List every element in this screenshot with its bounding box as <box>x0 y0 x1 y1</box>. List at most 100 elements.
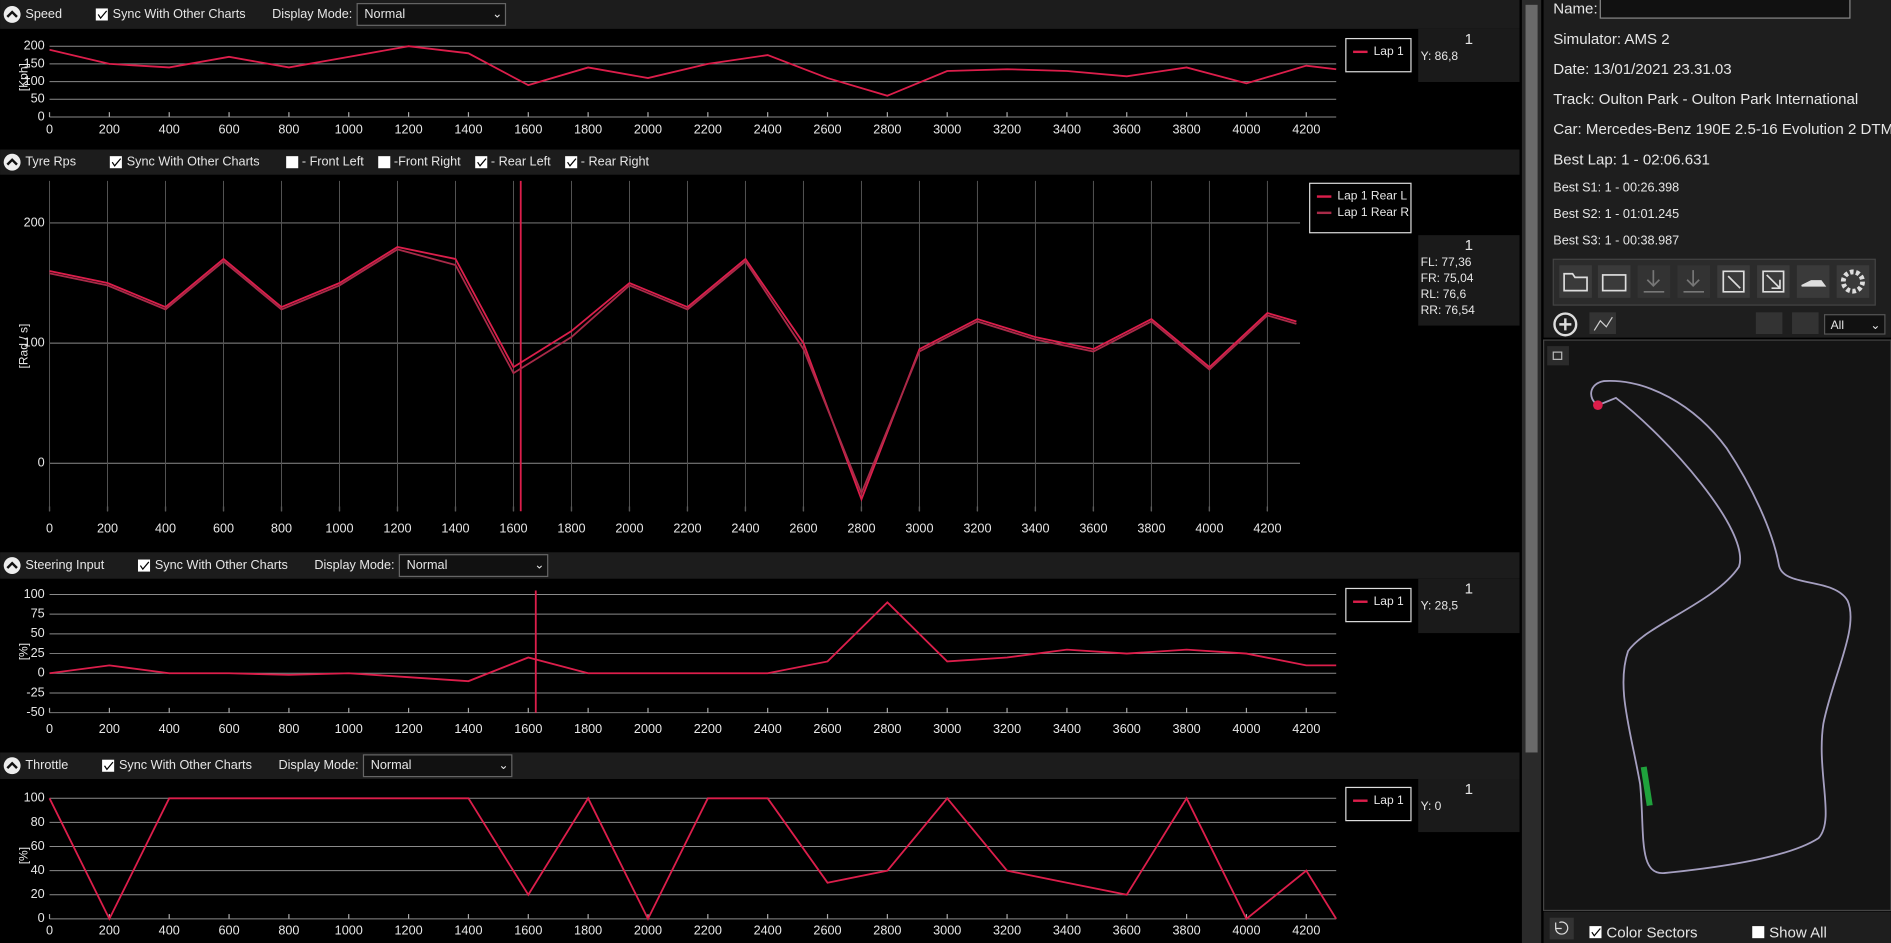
collapse-button[interactable] <box>3 757 21 775</box>
chart-title: Throttle <box>25 758 68 772</box>
collapse-button[interactable] <box>3 557 21 574</box>
x-tick-label: 2000 <box>634 722 662 736</box>
y-tick-label: 50 <box>31 626 45 640</box>
check-mark <box>111 158 122 167</box>
x-tick-label: 2600 <box>813 923 841 937</box>
name-label: Name: <box>1553 1 1597 18</box>
x-tick-label: 800 <box>271 522 292 536</box>
y-axis-label: [%] <box>16 847 30 864</box>
x-tick-label: 400 <box>155 522 176 536</box>
sync-label: Sync With Other Charts <box>127 155 260 169</box>
x-tick-label: 800 <box>278 123 299 137</box>
cursor-lap: 1 <box>1465 781 1473 798</box>
dropdown-arrow: ⌄ <box>534 558 544 572</box>
y-tick-label: 75 <box>31 607 45 621</box>
x-tick-label: 3600 <box>1113 123 1141 137</box>
dropdown-arrow: ⌄ <box>499 758 509 772</box>
popout-icon <box>1552 351 1563 360</box>
collapse-button[interactable] <box>3 6 21 23</box>
x-tick-label: 600 <box>219 123 240 137</box>
x-tick-label: 2000 <box>634 923 662 937</box>
display-mode-value: Normal <box>407 558 448 572</box>
sync-checkbox[interactable] <box>137 559 151 572</box>
x-tick-label: 1800 <box>574 722 602 736</box>
show-all-checkbox[interactable] <box>1752 926 1765 939</box>
readout-value: RL: 76,6 <box>1421 287 1467 301</box>
x-tick-label: 1000 <box>335 123 363 137</box>
sync-checkbox[interactable] <box>95 8 108 21</box>
x-tick-label: 3000 <box>933 923 961 937</box>
display-mode-select[interactable] <box>398 554 549 578</box>
collapse-button[interactable] <box>3 153 21 171</box>
display-mode-select[interactable] <box>362 754 513 778</box>
x-tick-label: 200 <box>97 522 118 536</box>
y-tick-label: 0 <box>38 456 45 470</box>
series-line <box>49 246 1297 502</box>
y-tick-label: 200 <box>24 39 45 53</box>
cursor-readout <box>1418 578 1520 634</box>
y-tick-label: 60 <box>31 839 45 853</box>
y-tick-label: 100 <box>24 335 45 349</box>
reset-icon <box>1555 921 1569 935</box>
x-tick-label: 600 <box>213 522 234 536</box>
chart-title: Steering Input <box>25 558 104 572</box>
x-tick-label: 0 <box>46 722 53 736</box>
x-tick-label: 1400 <box>441 522 469 536</box>
x-tick-label: 3200 <box>963 522 991 536</box>
series-line <box>49 248 1297 496</box>
x-tick-label: 200 <box>99 923 120 937</box>
best-s3: Best S3: 1 - 00:38.987 <box>1553 234 1679 248</box>
name-input[interactable] <box>1599 0 1851 19</box>
simulator: Simulator: AMS 2 <box>1553 31 1669 48</box>
sync-label: Sync With Other Charts <box>155 558 288 572</box>
toolbar-icons <box>1559 265 1870 298</box>
sync-checkbox[interactable] <box>109 156 122 169</box>
x-tick-label: 2200 <box>694 722 722 736</box>
x-tick-label: 3000 <box>905 522 933 536</box>
chart-header <box>0 0 1520 29</box>
check-all-button[interactable] <box>1755 312 1783 335</box>
color-sectors-checkbox[interactable] <box>1589 926 1602 939</box>
x-tick-label: 2600 <box>813 722 841 736</box>
x-tick-label: 0 <box>46 522 53 536</box>
map-popout-button[interactable] <box>1547 346 1569 366</box>
series-checkbox[interactable] <box>475 156 488 169</box>
sync-checkbox[interactable] <box>102 759 115 772</box>
series-checkbox[interactable] <box>286 156 299 169</box>
check-mark <box>1591 928 1601 937</box>
chart-body <box>0 578 1520 748</box>
legend-label: Lap 1 <box>1374 44 1404 58</box>
x-tick-label: 800 <box>278 722 299 736</box>
legend-label: Lap 1 <box>1374 793 1404 807</box>
chart-body <box>0 779 1520 943</box>
x-tick-label: 1800 <box>574 923 602 937</box>
uncheck-all-button[interactable] <box>1792 312 1819 335</box>
x-tick-label: 1600 <box>514 923 542 937</box>
check-mark <box>97 10 108 20</box>
dropdown-arrow: ⌄ <box>492 7 502 21</box>
series-line <box>49 45 1337 97</box>
series-checkbox-label: -Front Right <box>394 155 461 169</box>
export-icon <box>1762 270 1785 293</box>
add-lap-button[interactable] <box>1553 312 1578 337</box>
series-checkbox[interactable] <box>565 156 578 169</box>
y-tick-label: 50 <box>31 92 45 106</box>
x-tick-label: 4000 <box>1232 923 1260 937</box>
filter-select[interactable] <box>1823 314 1886 335</box>
x-tick-label: 4200 <box>1253 522 1281 536</box>
x-tick-label: 0 <box>46 123 53 137</box>
x-tick-label: 4200 <box>1292 923 1320 937</box>
display-mode-select[interactable] <box>356 3 507 26</box>
scrollbar-thumb[interactable] <box>1525 4 1538 753</box>
add-icon <box>1601 274 1627 292</box>
x-tick-label: 3400 <box>1053 923 1081 937</box>
track-outline <box>1590 380 1852 874</box>
readout-value: Y: 86,8 <box>1421 49 1459 63</box>
collapse-arrow <box>6 761 18 769</box>
legend-label: Lap 1 Rear L <box>1337 189 1407 203</box>
y-axis-label: [Rad / s] <box>16 324 30 369</box>
color-sectors-label: Color Sectors <box>1606 924 1697 941</box>
series-checkbox[interactable] <box>378 156 391 169</box>
